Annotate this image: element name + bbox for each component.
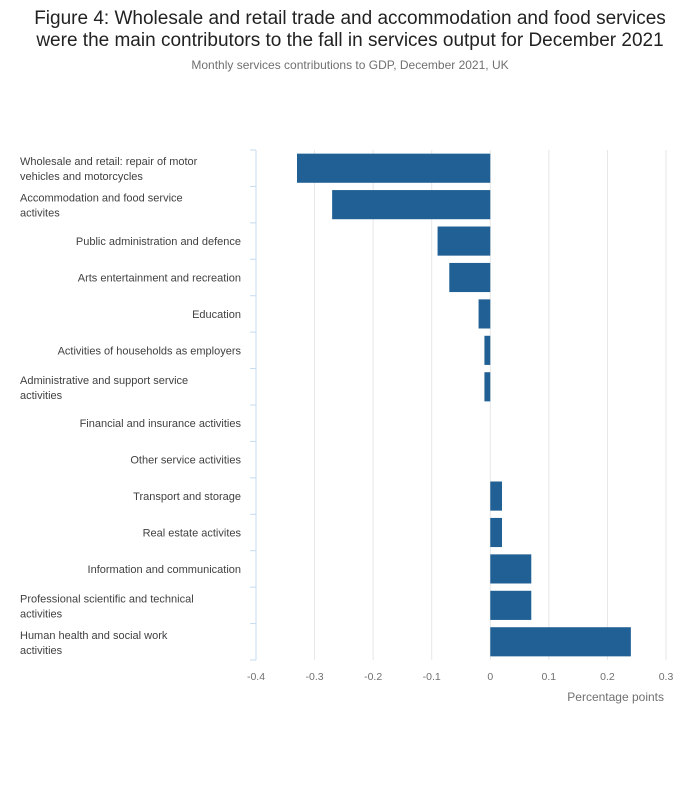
category-label: Other service activities xyxy=(130,455,241,467)
x-tick-label: -0.3 xyxy=(306,671,324,683)
x-tick-label: 0.1 xyxy=(542,671,557,683)
bar xyxy=(437,226,491,256)
bar xyxy=(449,262,491,293)
chart-title-line-1: Figure 4: Wholesale and retail trade and… xyxy=(34,8,666,29)
category-label: Administrative and support service activi… xyxy=(20,375,188,402)
bar xyxy=(490,517,502,548)
chart-subtitle: Monthly services contributions to GDP, D… xyxy=(191,58,509,72)
category-label: Education xyxy=(192,309,241,321)
category-label: Financial and insurance activities xyxy=(80,418,242,430)
category-label: Public administration and defence xyxy=(76,236,241,248)
x-tick-label: 0.3 xyxy=(659,671,674,683)
x-tick-label: -0.4 xyxy=(247,671,265,683)
category-label: Human health and social work activities xyxy=(20,630,168,657)
bar xyxy=(297,153,491,183)
category-label: Real estate activites xyxy=(143,528,242,540)
category-label: Information and communication xyxy=(88,564,241,576)
x-axis-title: Percentage points xyxy=(567,690,664,704)
x-tick-labels: -0.4 -0.3 -0.2 -0.1 0 0.1 0.2 0.3 xyxy=(247,671,673,683)
x-tick-label: 0 xyxy=(487,671,493,683)
bar xyxy=(490,627,631,657)
category-label: Wholesale and retail: repair of motor veh… xyxy=(20,156,198,183)
bar xyxy=(484,372,491,402)
bar xyxy=(490,590,532,620)
bars xyxy=(297,153,631,657)
bar xyxy=(478,299,491,329)
category-label: Transport and storage xyxy=(133,491,241,503)
category-axis xyxy=(250,149,257,661)
bar xyxy=(490,554,532,584)
category-label: Professional scientific and technical act… xyxy=(20,593,194,620)
category-label: Arts entertainment and recreation xyxy=(78,273,241,285)
chart-title-line-2: were the main contributors to the fall i… xyxy=(36,30,664,51)
x-tick-label: 0.2 xyxy=(600,671,615,683)
category-label: Activities of households as employers xyxy=(58,345,242,357)
x-tick-label: -0.1 xyxy=(423,671,441,683)
bar xyxy=(332,190,491,220)
category-labels: Wholesale and retail: repair of motor veh… xyxy=(20,156,241,657)
bar xyxy=(484,335,491,365)
bar xyxy=(490,481,502,511)
chart-title: Figure 4: Wholesale and retail trade and… xyxy=(0,8,700,52)
category-label: Accommodation and food service activites xyxy=(20,193,183,220)
x-tick-label: -0.2 xyxy=(364,671,382,683)
